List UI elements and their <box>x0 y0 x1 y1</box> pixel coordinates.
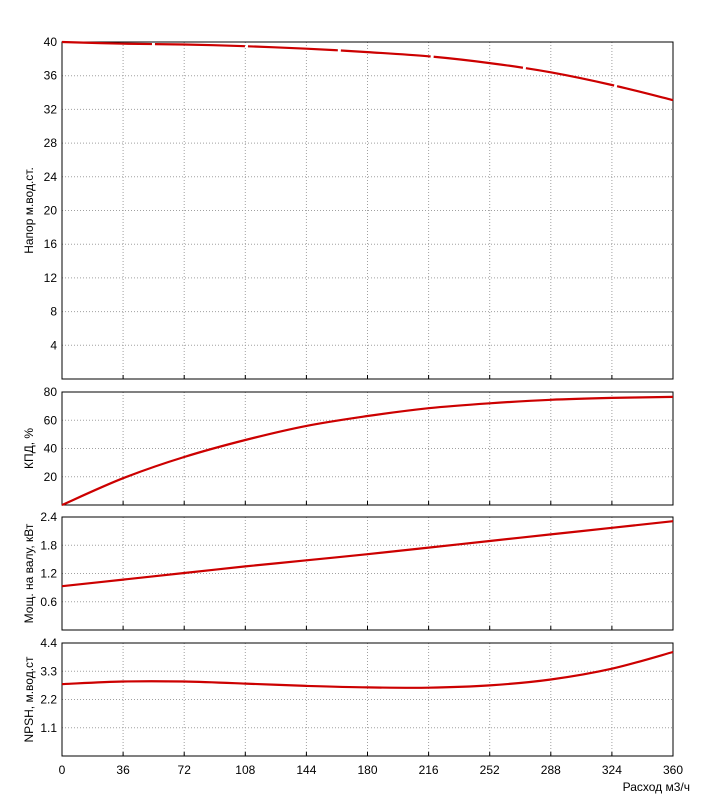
x-tick-label: 0 <box>59 763 66 777</box>
x-tick-label: 36 <box>116 763 130 777</box>
head-ytick-label: 24 <box>44 170 58 184</box>
power-ytick-label: 2.4 <box>40 510 57 524</box>
npsh-ytick-label: 1.1 <box>40 721 57 735</box>
npsh-ytick-label: 4.4 <box>40 636 57 650</box>
x-axis-label: Расход м3/ч <box>623 780 690 794</box>
head-ytick-label: 16 <box>44 237 58 251</box>
head-ytick-label: 8 <box>50 305 57 319</box>
power-ytick-label: 1.8 <box>40 538 57 552</box>
head-ytick-label: 40 <box>44 35 58 49</box>
x-tick-label: 108 <box>235 763 255 777</box>
efficiency-curve <box>61 395 674 507</box>
npsh-y-axis-label: NPSH, м.вод.ст <box>22 656 36 743</box>
power-ytick-label: 0.6 <box>40 595 57 609</box>
x-tick-label: 72 <box>178 763 192 777</box>
head-ytick-label: 20 <box>44 204 58 218</box>
x-tick-label: 324 <box>602 763 622 777</box>
x-tick-label: 360 <box>663 763 683 777</box>
x-tick-label: 216 <box>419 763 439 777</box>
efficiency-ytick-label: 80 <box>44 385 58 399</box>
efficiency-ytick-label: 40 <box>44 442 58 456</box>
head-curve <box>61 40 674 102</box>
x-tick-label: 180 <box>357 763 377 777</box>
power-ytick-label: 1.2 <box>40 567 57 581</box>
head-ytick-label: 36 <box>44 69 58 83</box>
npsh-ytick-label: 2.2 <box>40 693 57 707</box>
head-ytick-label: 12 <box>44 271 58 285</box>
head-ytick-label: 4 <box>50 338 57 352</box>
npsh-ytick-label: 3.3 <box>40 664 57 678</box>
efficiency-y-axis-label: КПД, % <box>22 428 36 469</box>
head-y-axis-label: Напор м.вод.ст. <box>22 167 36 254</box>
head-ytick-label: 28 <box>44 136 58 150</box>
x-tick-label: 252 <box>480 763 500 777</box>
head-ytick-label: 32 <box>44 102 58 116</box>
npsh-curve <box>61 650 674 689</box>
power-y-axis-label: Мощ. на валу, кВт <box>22 523 36 623</box>
x-tick-label: 288 <box>541 763 561 777</box>
x-tick-label: 144 <box>296 763 316 777</box>
power-curve <box>61 520 674 588</box>
efficiency-ytick-label: 60 <box>44 413 58 427</box>
efficiency-ytick-label: 20 <box>44 470 58 484</box>
